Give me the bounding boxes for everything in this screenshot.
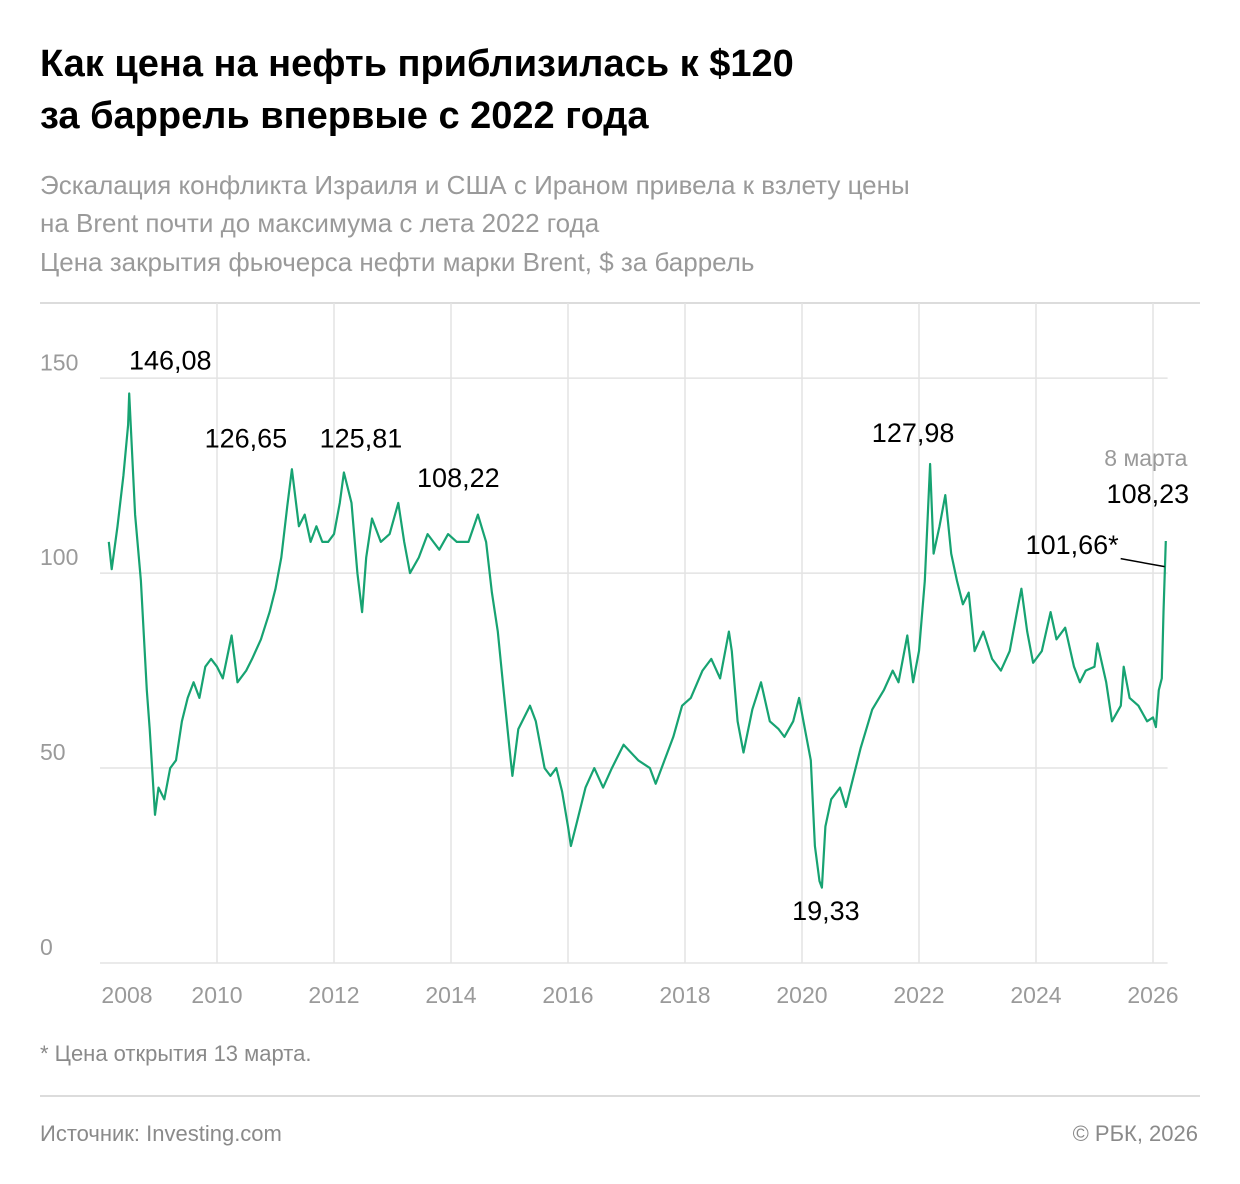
footnote: * Цена открытия 13 марта. bbox=[40, 1041, 311, 1066]
copyright: © РБК, 2026 bbox=[1073, 1121, 1198, 1146]
annotation: 101,66* bbox=[1026, 530, 1120, 560]
annotation-date: 8 марта bbox=[1104, 445, 1187, 471]
subtitle: Эскалация конфликта Израиля и США с Иран… bbox=[40, 170, 910, 200]
subtitle: на Brent почти до максимума с лета 2022 … bbox=[40, 208, 600, 238]
x-tick-label: 2016 bbox=[542, 982, 593, 1008]
y-tick-label: 100 bbox=[40, 544, 78, 570]
annotation: 108,23 bbox=[1107, 479, 1190, 509]
x-tick-label: 2018 bbox=[659, 982, 710, 1008]
x-tick-label: 2024 bbox=[1010, 982, 1061, 1008]
x-tick-label: 2010 bbox=[191, 982, 242, 1008]
annotation: 19,33 bbox=[792, 896, 860, 926]
annotation: 146,08 bbox=[129, 346, 212, 376]
annotation: 127,98 bbox=[872, 418, 955, 448]
annotation: 126,65 bbox=[205, 423, 288, 453]
line bbox=[107, 392, 1167, 889]
x-tick-label: 2014 bbox=[425, 982, 476, 1008]
y-axis-label: Цена закрытия фьючерса нефти марки Brent… bbox=[40, 247, 754, 277]
source: Источник: Investing.com bbox=[40, 1121, 282, 1146]
chart-title: за баррель впервые с 2022 года bbox=[40, 95, 649, 137]
leader-line bbox=[1120, 557, 1165, 568]
x-tick-label: 2026 bbox=[1127, 982, 1178, 1008]
annotation: 108,22 bbox=[417, 463, 500, 493]
x-tick-label: 2008 bbox=[101, 982, 152, 1008]
y-tick-label: 0 bbox=[40, 934, 53, 960]
chart-title: Как цена на нефть приблизилась к $120 bbox=[40, 43, 794, 85]
x-tick-label: 2012 bbox=[308, 982, 359, 1008]
y-tick-label: 150 bbox=[40, 349, 78, 375]
x-tick-label: 2020 bbox=[776, 982, 827, 1008]
annotation: 125,81 bbox=[320, 424, 403, 454]
y-tick-label: 50 bbox=[40, 739, 66, 765]
x-tick-label: 2022 bbox=[893, 982, 944, 1008]
